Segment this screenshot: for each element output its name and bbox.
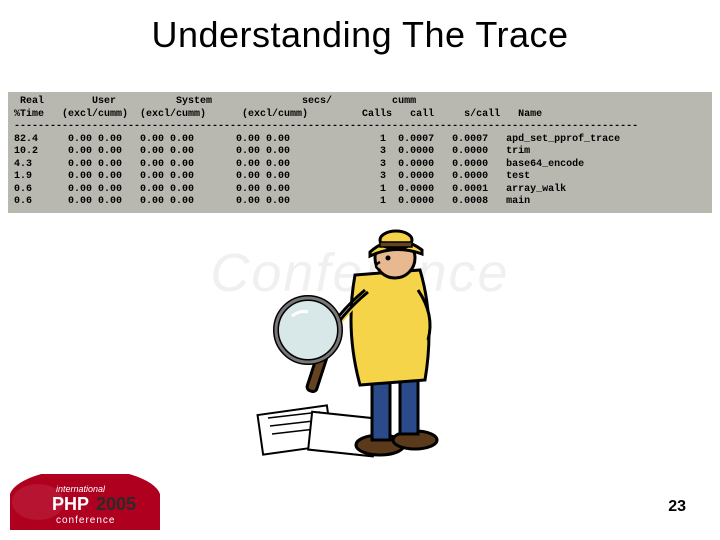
page-number: 23 bbox=[668, 498, 686, 516]
logo-line3: conference bbox=[56, 515, 115, 526]
logo-brand: PHP bbox=[52, 494, 89, 514]
trace-row: 4.3 0.00 0.00 0.00 0.00 0.00 0.00 3 0.00… bbox=[14, 159, 584, 170]
trace-row: 0.6 0.00 0.00 0.00 0.00 0.00 0.00 1 0.00… bbox=[14, 196, 530, 207]
trace-row: 1.9 0.00 0.00 0.00 0.00 0.00 0.00 3 0.00… bbox=[14, 171, 530, 182]
trace-row: 10.2 0.00 0.00 0.00 0.00 0.00 0.00 3 0.0… bbox=[14, 146, 530, 157]
php2005-conference-logo-icon: international PHP 2005 conference bbox=[10, 474, 170, 530]
logo-year: 2005 bbox=[96, 494, 136, 514]
trace-output: Real User System secs/ cumm %Time (excl/… bbox=[8, 92, 712, 213]
trace-row: 82.4 0.00 0.00 0.00 0.00 0.00 0.00 1 0.0… bbox=[14, 134, 620, 145]
trace-row: 0.6 0.00 0.00 0.00 0.00 0.00 0.00 1 0.00… bbox=[14, 184, 566, 195]
slide-title: Understanding The Trace bbox=[0, 14, 720, 56]
detective-illustration bbox=[250, 220, 450, 460]
trace-divider: ----------------------------------------… bbox=[14, 121, 638, 132]
trace-header-1: Real User System secs/ cumm bbox=[14, 96, 416, 107]
trace-header-2: %Time (excl/cumm) (excl/cumm) (excl/cumm… bbox=[14, 109, 542, 120]
logo-line1: international bbox=[56, 484, 106, 494]
